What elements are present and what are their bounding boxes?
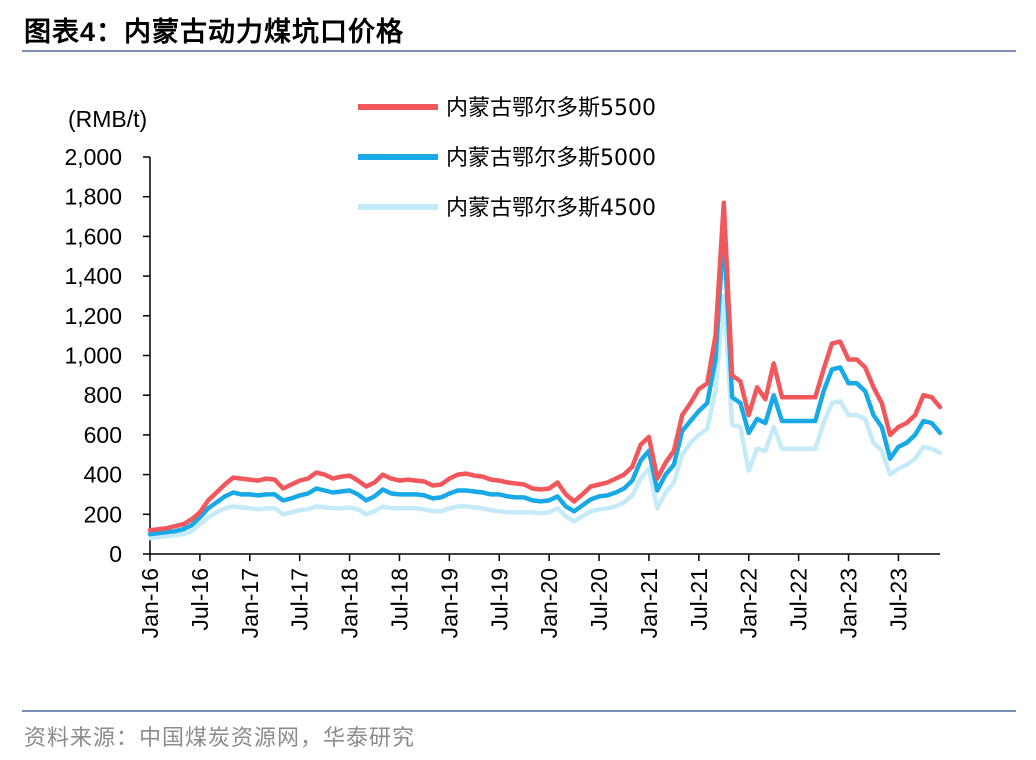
y-tick-label: 1,600 — [64, 223, 122, 249]
title-text: 内蒙古动力煤坑口价格 — [124, 17, 405, 48]
y-tick-label: 800 — [84, 382, 122, 408]
line-chart: 0 200 400 600 800 1,000 1,200 1,400 1,600 1,800 2,… — [64, 96, 943, 638]
y-tick-label: 1,200 — [64, 303, 122, 329]
y-axis-unit-label: (RMB/t) — [68, 106, 147, 132]
legend-label-1: 内蒙古鄂尔多斯5000 — [446, 146, 656, 171]
x-tick-label: Jul-16 — [187, 568, 213, 631]
x-tick-label: Jan-19 — [436, 568, 462, 638]
series-layer — [147, 200, 943, 541]
source-note: 资料来源：中国煤炭资源网，华泰研究 — [24, 726, 416, 751]
x-tick-label: Jul-18 — [386, 568, 412, 631]
x-tick-label: Jul-19 — [486, 568, 512, 631]
y-tick-label: 2,000 — [64, 144, 122, 170]
x-tick-label: Jan-16 — [137, 568, 163, 638]
series-line-0 — [147, 200, 943, 533]
legend-label-2: 内蒙古鄂尔多斯4500 — [446, 196, 656, 221]
top-rule — [22, 50, 1016, 52]
y-tick-label: 1,000 — [64, 343, 122, 369]
x-tick-label: Jul-17 — [287, 568, 313, 631]
page-title: 图表4：内蒙古动力煤坑口价格 — [24, 10, 404, 49]
y-tick-label: 1,400 — [64, 263, 122, 289]
x-tick-label: Jan-21 — [636, 568, 662, 638]
x-tick-label: Jan-22 — [736, 568, 762, 638]
title-number: 4： — [80, 17, 125, 47]
chart-axes: 0 200 400 600 800 1,000 1,200 1,400 1,600 1,800 2,… — [64, 144, 940, 638]
y-tick-label: 1,800 — [64, 184, 122, 210]
y-tick-label: 400 — [84, 462, 122, 488]
x-tick-label: Jul-21 — [686, 568, 712, 631]
series-line-1 — [147, 226, 943, 537]
y-tick-label: 600 — [84, 422, 122, 448]
legend-label-0: 内蒙古鄂尔多斯5500 — [446, 96, 656, 121]
y-tick-label: 200 — [84, 501, 122, 527]
y-tick-label: 0 — [109, 541, 122, 567]
chart-legend: 内蒙古鄂尔多斯5500 内蒙古鄂尔多斯5000 内蒙古鄂尔多斯4500 — [358, 96, 656, 221]
x-tick-label: Jan-17 — [237, 568, 263, 638]
x-tick-label: Jan-23 — [836, 568, 862, 638]
x-tick-label: Jul-23 — [885, 568, 911, 631]
x-tick-label: Jul-22 — [786, 568, 812, 631]
bottom-rule — [22, 710, 1016, 712]
series-line-2 — [147, 293, 943, 541]
x-tick-label: Jan-20 — [536, 568, 562, 638]
x-tick-label: Jul-20 — [586, 568, 612, 631]
title-prefix: 图表 — [24, 17, 80, 48]
x-tick-label: Jan-18 — [337, 568, 363, 638]
